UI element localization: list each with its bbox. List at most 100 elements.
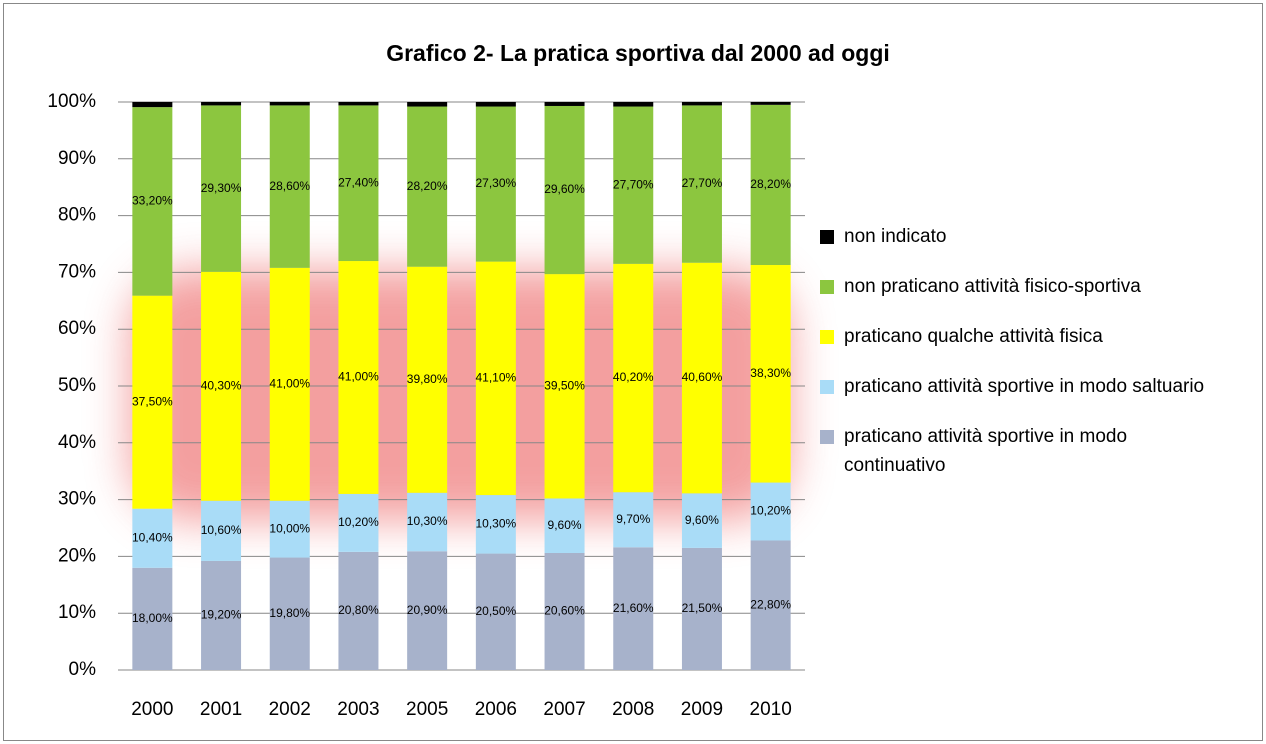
- legend-label: praticano attività sportive in modo cont…: [844, 426, 1128, 476]
- data-label: 27,70%: [613, 177, 654, 191]
- data-label: 19,80%: [269, 606, 310, 620]
- data-label: 41,00%: [338, 370, 379, 384]
- x-tick-label: 2010: [750, 699, 792, 720]
- data-label: 10,20%: [338, 515, 379, 529]
- data-label: 39,80%: [407, 372, 448, 386]
- legend-swatch: [820, 280, 834, 294]
- y-tick-label: 100%: [47, 91, 96, 112]
- data-label: 28,20%: [750, 177, 791, 191]
- legend-label: praticano qualche attività fisica: [844, 326, 1103, 347]
- bar-segment: [269, 267, 310, 501]
- bar-segment: [338, 102, 379, 106]
- bar-segment: [407, 551, 448, 670]
- legend-item: non praticano attività fisico-sportiva: [820, 272, 1230, 301]
- bar-segment: [338, 493, 379, 552]
- bar-segment: [407, 266, 448, 493]
- data-label: 28,60%: [269, 179, 310, 193]
- bar-segment: [681, 262, 722, 494]
- y-tick-label: 10%: [58, 602, 96, 623]
- y-tick-label: 90%: [58, 148, 96, 169]
- data-label: 39,50%: [544, 378, 585, 392]
- bar-segment: [201, 500, 242, 561]
- data-label: 27,30%: [475, 176, 516, 190]
- y-tick-label: 0%: [69, 659, 97, 680]
- bar-segment: [338, 261, 379, 494]
- legend-swatch: [820, 380, 834, 394]
- legend: non indicato non praticano attività fisic…: [820, 222, 1230, 501]
- data-label: 10,20%: [750, 504, 791, 518]
- data-label: 40,60%: [682, 370, 723, 384]
- bar-segment: [338, 551, 379, 670]
- legend-swatch: [820, 330, 834, 344]
- bar-segment: [750, 540, 791, 670]
- data-label: 27,40%: [338, 175, 379, 189]
- x-tick-label: 2008: [612, 699, 654, 720]
- bar-segment: [407, 492, 448, 552]
- data-label: 20,50%: [475, 604, 516, 618]
- data-label: 10,30%: [475, 516, 516, 530]
- bar-segment: [269, 105, 310, 268]
- bar-segment: [407, 106, 448, 267]
- legend-item: praticano attività sportive in modo cont…: [820, 422, 1230, 480]
- data-label: 29,60%: [544, 182, 585, 196]
- data-label: 9,60%: [548, 518, 582, 532]
- bar-segment: [544, 102, 585, 106]
- data-label: 21,50%: [682, 601, 723, 615]
- y-tick-label: 80%: [58, 205, 96, 226]
- legend-label: non praticano attività fisico-sportiva: [844, 276, 1141, 297]
- y-tick-label: 60%: [58, 318, 96, 339]
- bar-segment: [475, 106, 516, 262]
- bar-segment: [750, 102, 791, 105]
- x-tick-label: 2009: [681, 699, 723, 720]
- legend-swatch: [820, 230, 834, 244]
- data-label: 41,10%: [475, 371, 516, 385]
- data-label: 18,00%: [132, 611, 173, 625]
- x-tick-label: 2001: [200, 699, 242, 720]
- bar-segment: [269, 102, 310, 106]
- legend-item: praticano attività sportive in modo salt…: [820, 372, 1230, 401]
- bar-segment: [201, 271, 242, 501]
- bar-segment: [132, 102, 173, 108]
- bar-segment: [132, 107, 173, 296]
- bar-segment: [132, 295, 173, 509]
- bar-segment: [681, 102, 722, 106]
- bar-segment: [750, 265, 791, 483]
- bar-segment: [681, 493, 722, 548]
- chart-title: Grafico 2- La pratica sportiva dal 2000 …: [386, 40, 890, 66]
- y-tick-label: 70%: [58, 261, 96, 282]
- bar-segment: [544, 498, 585, 553]
- bar-segment: [544, 105, 585, 275]
- y-tick-label: 30%: [58, 489, 96, 510]
- x-tick-label: 2002: [269, 699, 311, 720]
- bar-segment: [613, 263, 654, 493]
- bar-segment: [475, 102, 516, 107]
- y-tick-label: 40%: [58, 432, 96, 453]
- x-tick-label: 2000: [131, 699, 173, 720]
- y-tick-label: 20%: [58, 545, 96, 566]
- data-label: 9,70%: [616, 512, 650, 526]
- bar-segment: [681, 547, 722, 670]
- bar-segment: [750, 104, 791, 266]
- bar-segment: [201, 102, 242, 106]
- x-tick-label: 2006: [475, 699, 517, 720]
- legend-label: praticano attività sportive in modo salt…: [844, 376, 1205, 397]
- data-label: 19,20%: [201, 608, 242, 622]
- bar-segment: [132, 567, 173, 670]
- bar-segment: [544, 552, 585, 670]
- bar-segment: [201, 105, 242, 272]
- bar-segment: [613, 106, 654, 264]
- bar-segment: [201, 560, 242, 670]
- bar-segment: [407, 102, 448, 107]
- data-label: 20,60%: [544, 604, 585, 618]
- x-tick-label: 2003: [337, 699, 379, 720]
- data-label: 27,70%: [682, 176, 723, 190]
- legend-label: non indicato: [844, 226, 947, 247]
- data-label: 20,80%: [338, 603, 379, 617]
- bar-segment: [750, 482, 791, 541]
- x-tick-label: 2007: [543, 699, 585, 720]
- legend-item: non indicato: [820, 222, 1230, 251]
- data-label: 29,30%: [201, 181, 242, 195]
- bar-segment: [475, 261, 516, 496]
